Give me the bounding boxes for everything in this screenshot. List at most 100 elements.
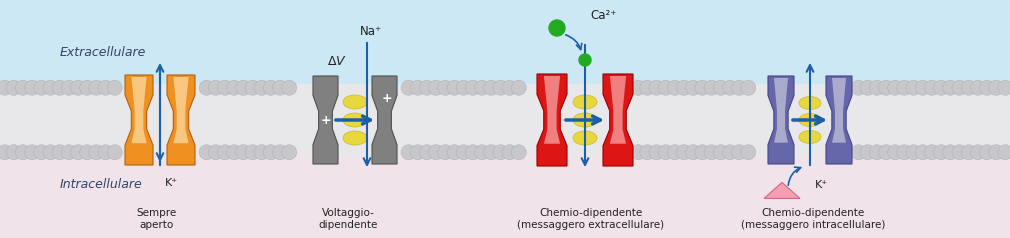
Circle shape [659, 145, 674, 160]
Circle shape [401, 145, 416, 160]
Bar [0, 84, 1010, 156]
Ellipse shape [573, 95, 597, 109]
Circle shape [457, 145, 472, 160]
Circle shape [897, 145, 912, 160]
Bar [0, 0, 1010, 98]
Circle shape [235, 145, 250, 160]
Circle shape [208, 145, 223, 160]
Circle shape [998, 80, 1010, 95]
Circle shape [989, 145, 1004, 160]
Circle shape [428, 145, 443, 160]
Text: Ca²⁺: Ca²⁺ [590, 9, 616, 22]
Circle shape [226, 145, 241, 160]
Circle shape [861, 80, 876, 95]
Circle shape [15, 80, 30, 95]
Circle shape [226, 80, 241, 95]
Polygon shape [544, 76, 561, 144]
Circle shape [579, 54, 591, 66]
Circle shape [245, 145, 260, 160]
Circle shape [273, 80, 288, 95]
Polygon shape [764, 182, 800, 198]
Circle shape [80, 145, 95, 160]
Circle shape [208, 80, 223, 95]
Circle shape [704, 80, 719, 95]
Polygon shape [774, 78, 788, 143]
Circle shape [942, 80, 957, 95]
Text: $\Delta V$: $\Delta V$ [327, 55, 346, 68]
Circle shape [24, 145, 39, 160]
Circle shape [713, 145, 728, 160]
Circle shape [217, 145, 232, 160]
Polygon shape [610, 76, 626, 144]
Circle shape [428, 80, 443, 95]
Circle shape [6, 80, 21, 95]
Circle shape [722, 80, 737, 95]
Circle shape [980, 145, 995, 160]
Text: Intracellulare: Intracellulare [60, 178, 142, 192]
Circle shape [924, 80, 939, 95]
Bar [0, 142, 1010, 238]
Circle shape [98, 80, 113, 95]
Circle shape [89, 80, 104, 95]
Text: K⁺: K⁺ [815, 180, 828, 190]
Circle shape [98, 145, 113, 160]
Circle shape [457, 80, 472, 95]
Circle shape [62, 80, 77, 95]
Circle shape [419, 80, 434, 95]
Circle shape [493, 145, 508, 160]
Circle shape [255, 145, 270, 160]
Polygon shape [131, 77, 146, 143]
Circle shape [942, 145, 957, 160]
Circle shape [24, 80, 39, 95]
Circle shape [71, 145, 86, 160]
Circle shape [282, 80, 297, 95]
Circle shape [686, 145, 701, 160]
Circle shape [447, 145, 462, 160]
Circle shape [924, 145, 939, 160]
Circle shape [89, 145, 104, 160]
Circle shape [906, 80, 921, 95]
Polygon shape [826, 76, 852, 164]
Circle shape [861, 145, 876, 160]
Circle shape [475, 80, 490, 95]
Circle shape [695, 80, 710, 95]
Text: +: + [320, 114, 331, 127]
Circle shape [851, 145, 866, 160]
Circle shape [659, 80, 674, 95]
Circle shape [639, 80, 654, 95]
Circle shape [888, 145, 903, 160]
Circle shape [53, 145, 68, 160]
Circle shape [630, 145, 645, 160]
Circle shape [43, 80, 58, 95]
Circle shape [264, 145, 279, 160]
Circle shape [53, 80, 68, 95]
Circle shape [677, 80, 692, 95]
Polygon shape [167, 75, 195, 165]
Circle shape [686, 80, 701, 95]
Circle shape [639, 145, 654, 160]
Circle shape [722, 145, 737, 160]
Circle shape [971, 145, 986, 160]
Circle shape [879, 145, 894, 160]
Ellipse shape [343, 95, 367, 109]
Circle shape [704, 145, 719, 160]
Ellipse shape [573, 113, 597, 127]
Circle shape [630, 80, 645, 95]
Text: K⁺: K⁺ [165, 178, 178, 188]
Circle shape [437, 80, 452, 95]
Text: Chemio-dipendente
(messaggero intracellulare): Chemio-dipendente (messaggero intracellu… [741, 208, 885, 230]
Circle shape [549, 20, 565, 36]
Circle shape [649, 80, 664, 95]
Circle shape [668, 145, 683, 160]
Ellipse shape [799, 130, 821, 144]
Polygon shape [768, 76, 794, 164]
Circle shape [255, 80, 270, 95]
Circle shape [731, 145, 746, 160]
Circle shape [511, 145, 526, 160]
Circle shape [897, 80, 912, 95]
Circle shape [740, 80, 755, 95]
Circle shape [466, 80, 481, 95]
Text: Chemio-dipendente
(messaggero extracellulare): Chemio-dipendente (messaggero extracellu… [517, 208, 665, 230]
Circle shape [998, 145, 1010, 160]
Ellipse shape [799, 96, 821, 109]
